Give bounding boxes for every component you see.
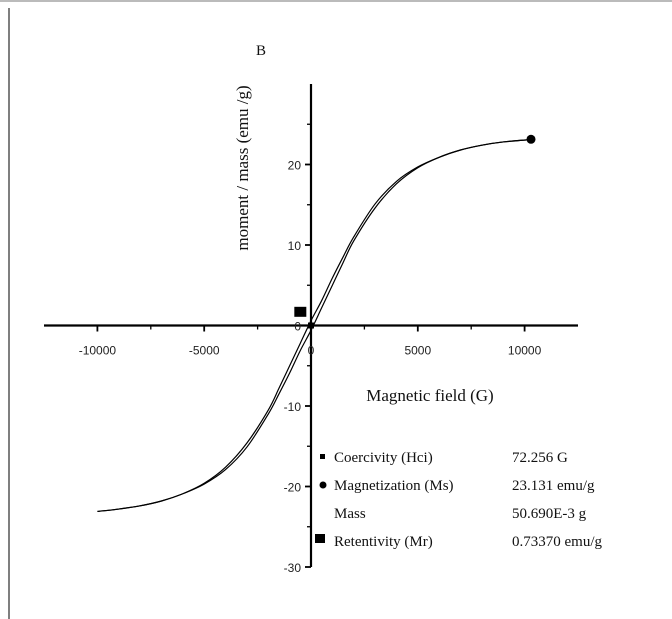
markers-layer <box>294 134 536 329</box>
coercivity-marker <box>308 322 314 329</box>
panel-label: B <box>256 43 266 59</box>
curves-layer <box>97 138 532 513</box>
y-tick-label: -20 <box>284 481 302 495</box>
y-tick-label: -10 <box>284 400 302 414</box>
x-tick-label: 5000 <box>404 344 431 358</box>
x-axis-title: Magnetic field (G) <box>366 386 493 405</box>
y-tick-label: -30 <box>284 561 302 575</box>
y-tick-label: 10 <box>288 239 302 253</box>
y-tick-label: 20 <box>288 159 302 173</box>
legend-retentivity-symbol <box>315 534 325 543</box>
y-tick-label: 0 <box>294 320 301 334</box>
legend-item-value: 50.690E-3 g <box>512 506 587 522</box>
legend-magnetization-symbol <box>319 481 327 489</box>
legend-item-value: 72.256 G <box>512 450 568 466</box>
magnetization-marker <box>526 134 536 144</box>
legend-item-name: Coercivity (Hci) <box>334 450 433 466</box>
x-tick-label: 10000 <box>508 344 542 358</box>
x-tick-label: -5000 <box>189 344 220 358</box>
legend-item-name: Mass <box>334 506 366 522</box>
y-axis-title: moment / mass (emu /g) <box>233 85 252 250</box>
x-tick-label: 0 <box>308 344 315 358</box>
x-tick-label: -10000 <box>79 344 117 358</box>
ticks-layer: -10000 -5000 0 5000 10000 -30 -20 -10 0 10 20 <box>79 123 542 575</box>
legend-item-value: 0.73370 emu/g <box>512 534 602 550</box>
legend-item-name: Retentivity (Mr) <box>334 534 433 550</box>
legend-item-value: 23.131 emu/g <box>512 478 595 494</box>
hysteresis-curve-ascending <box>97 138 532 513</box>
legend-item-name: Magnetization (Ms) <box>334 478 454 494</box>
legend-coercivity-symbol <box>320 454 325 459</box>
legend: Coercivity (Hci) 72.256 G Magnetization (M… <box>315 450 602 550</box>
retentivity-marker <box>294 306 307 317</box>
